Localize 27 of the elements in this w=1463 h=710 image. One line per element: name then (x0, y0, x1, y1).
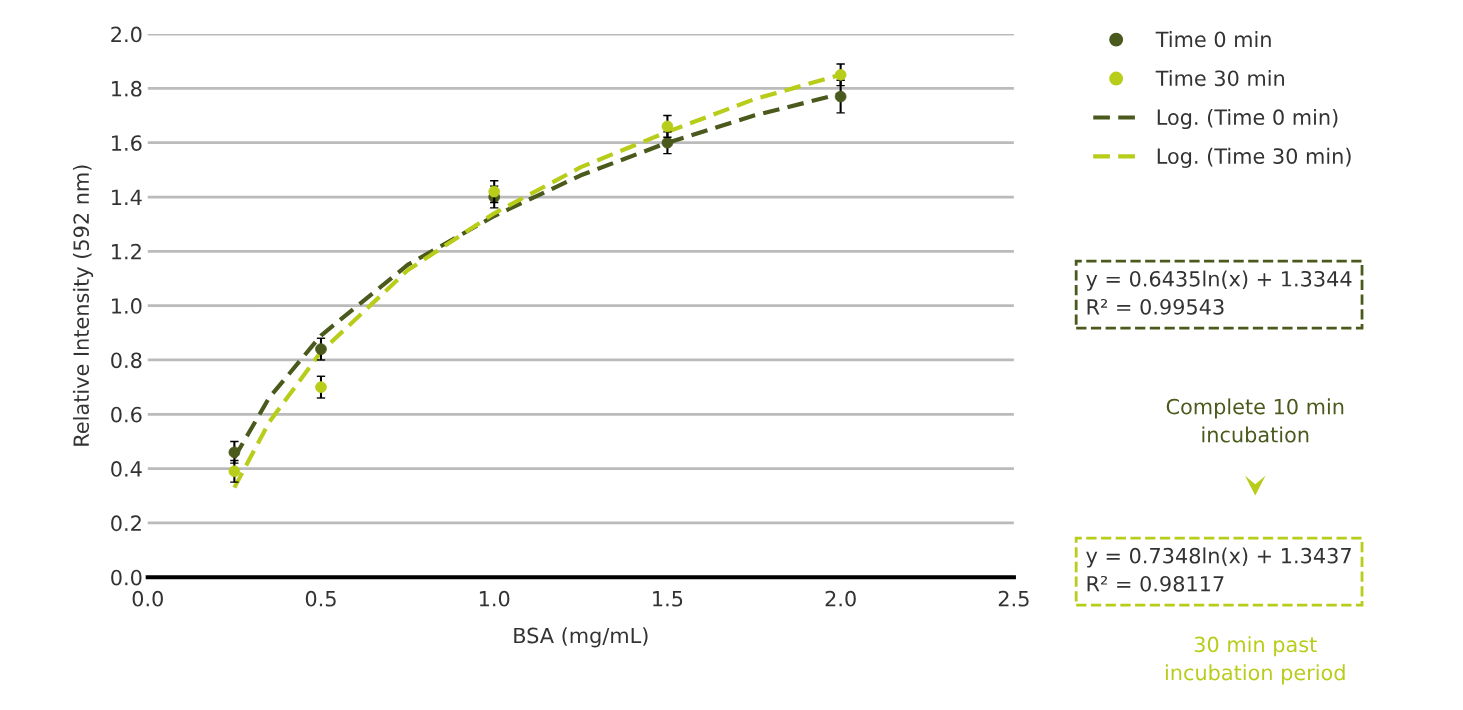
legend-label: Time 30 min (1155, 70, 1284, 87)
y-tick-label: 0.8 (111, 352, 142, 369)
legend-label: Log. (Time 0 min) (1157, 108, 1338, 130)
x-tick-label: 0.0 (132, 590, 163, 607)
y-tick-label: 1.0 (112, 298, 142, 314)
y-tick-label: 0.6 (111, 406, 142, 423)
x-tick-label: 1.0 (479, 590, 510, 607)
text: y = 0.6435ln(x) + 1.3344 R² = 0.99543 (1086, 270, 1352, 315)
text: Complete 10 min incubation (1166, 398, 1344, 443)
y-tick-label: 1.4 (112, 189, 142, 205)
text: 30 min past incubation period (1165, 636, 1345, 685)
y-tick-label: 1.6 (112, 135, 142, 151)
x-tick-label: 2.0 (825, 590, 856, 607)
y-tick-label: 0.2 (111, 515, 141, 532)
x-tick-label: 0.5 (305, 590, 336, 607)
y-tick-label: 2.0 (111, 26, 142, 43)
y-axis-title: Relative Intensity (592 nm) (72, 165, 94, 446)
y-tick-label: 0.4 (111, 461, 142, 477)
x-tick-label: 1.5 (653, 591, 683, 607)
y-tick-label: 1.2 (112, 243, 141, 260)
y-tick-label: 0.0 (111, 569, 142, 586)
legend-label: Time 0 min (1155, 31, 1271, 48)
x-tick-label: 2.5 (998, 590, 1029, 607)
y-tick-label: 1.8 (112, 80, 142, 97)
x-axis-title: BSA (mg/mL) (514, 627, 648, 648)
text: y = 0.7348ln(x) + 1.3437 R² = 0.98117 (1086, 547, 1351, 592)
legend-label: Log. (Time 30 min) (1157, 147, 1351, 169)
